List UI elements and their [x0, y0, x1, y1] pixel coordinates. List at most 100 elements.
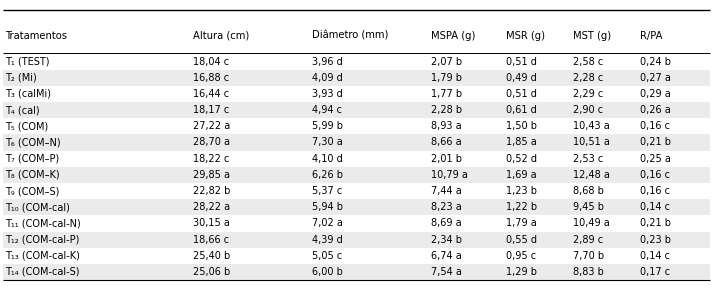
Text: 0,55 d: 0,55 d [506, 235, 536, 245]
Text: 0,21 b: 0,21 b [640, 138, 671, 148]
Text: T₉ (COM–S): T₉ (COM–S) [5, 186, 59, 196]
Text: 16,88 c: 16,88 c [193, 73, 230, 83]
Text: 1,50 b: 1,50 b [506, 121, 536, 131]
Text: 6,26 b: 6,26 b [312, 170, 343, 180]
Bar [3, 264, 710, 280]
Text: T₂ (Mi): T₂ (Mi) [5, 73, 37, 83]
Text: 7,54 a: 7,54 a [431, 267, 461, 277]
Text: 8,23 a: 8,23 a [431, 202, 461, 212]
Text: 25,06 b: 25,06 b [193, 267, 230, 277]
Text: 6,00 b: 6,00 b [312, 267, 343, 277]
Bar [3, 151, 710, 167]
Text: 4,10 d: 4,10 d [312, 154, 343, 164]
Bar [3, 167, 710, 183]
Text: 1,29 b: 1,29 b [506, 267, 536, 277]
Text: 18,66 c: 18,66 c [193, 235, 230, 245]
Text: 0,61 d: 0,61 d [506, 105, 536, 115]
Bar [3, 70, 710, 86]
Text: T₈ (COM–K): T₈ (COM–K) [5, 170, 60, 180]
Text: 0,52 d: 0,52 d [506, 154, 536, 164]
Text: 7,30 a: 7,30 a [312, 138, 343, 148]
Text: 0,26 a: 0,26 a [640, 105, 671, 115]
Text: R/PA: R/PA [640, 31, 663, 41]
Text: T₅ (COM): T₅ (COM) [5, 121, 48, 131]
Text: 2,53 c: 2,53 c [573, 154, 602, 164]
Text: T₁₁ (COM-cal-N): T₁₁ (COM-cal-N) [5, 218, 81, 228]
Text: 18,22 c: 18,22 c [193, 154, 230, 164]
Text: 27,22 a: 27,22 a [193, 121, 230, 131]
Text: 28,22 a: 28,22 a [193, 202, 230, 212]
Text: 0,27 a: 0,27 a [640, 73, 671, 83]
Text: 30,15 a: 30,15 a [193, 218, 230, 228]
Bar [3, 102, 710, 118]
Bar [3, 248, 710, 264]
Text: 2,58 c: 2,58 c [573, 56, 602, 67]
Bar [3, 199, 710, 215]
Text: 0,51 d: 0,51 d [506, 56, 536, 67]
Text: 18,04 c: 18,04 c [193, 56, 230, 67]
Text: MST (g): MST (g) [573, 31, 610, 41]
Text: Altura (cm): Altura (cm) [193, 31, 250, 41]
Text: 3,93 d: 3,93 d [312, 89, 343, 99]
Text: 0,16 c: 0,16 c [640, 121, 670, 131]
Text: 1,23 b: 1,23 b [506, 186, 536, 196]
Text: 0,16 c: 0,16 c [640, 170, 670, 180]
Bar [3, 53, 710, 70]
Text: 4,39 d: 4,39 d [312, 235, 343, 245]
Text: 2,89 c: 2,89 c [573, 235, 602, 245]
Bar [3, 232, 710, 248]
Text: 8,83 b: 8,83 b [573, 267, 603, 277]
Text: T₁₄ (COM-cal-S): T₁₄ (COM-cal-S) [5, 267, 79, 277]
Text: 16,44 c: 16,44 c [193, 89, 230, 99]
Text: 29,85 a: 29,85 a [193, 170, 230, 180]
Text: 12,48 a: 12,48 a [573, 170, 610, 180]
Text: T₁₂ (COM-cal-P): T₁₂ (COM-cal-P) [5, 235, 79, 245]
Text: 2,01 b: 2,01 b [431, 154, 461, 164]
Text: T₇ (COM–P): T₇ (COM–P) [5, 154, 59, 164]
Text: T₁₃ (COM-cal-K): T₁₃ (COM-cal-K) [5, 251, 80, 261]
Text: 10,79 a: 10,79 a [431, 170, 468, 180]
Text: 25,40 b: 25,40 b [193, 251, 230, 261]
Text: 8,93 a: 8,93 a [431, 121, 461, 131]
Text: 8,69 a: 8,69 a [431, 218, 461, 228]
Text: 9,45 b: 9,45 b [573, 202, 603, 212]
Text: 0,14 c: 0,14 c [640, 202, 670, 212]
Text: 10,43 a: 10,43 a [573, 121, 610, 131]
Text: 28,70 a: 28,70 a [193, 138, 230, 148]
Text: 0,21 b: 0,21 b [640, 218, 671, 228]
Bar [3, 134, 710, 151]
Text: T₁ (TEST): T₁ (TEST) [5, 56, 49, 67]
Bar [3, 86, 710, 102]
Text: 10,49 a: 10,49 a [573, 218, 610, 228]
Text: T₃ (calMi): T₃ (calMi) [5, 89, 51, 99]
Text: 1,22 b: 1,22 b [506, 202, 537, 212]
Text: 18,17 c: 18,17 c [193, 105, 230, 115]
Text: 2,90 c: 2,90 c [573, 105, 602, 115]
Text: 1,69 a: 1,69 a [506, 170, 536, 180]
Text: 6,74 a: 6,74 a [431, 251, 461, 261]
Text: 5,37 c: 5,37 c [312, 186, 342, 196]
Text: 3,96 d: 3,96 d [312, 56, 343, 67]
Text: 2,29 c: 2,29 c [573, 89, 602, 99]
Text: 0,95 c: 0,95 c [506, 251, 535, 261]
Bar [3, 183, 710, 199]
Text: T₆ (COM–N): T₆ (COM–N) [5, 138, 61, 148]
Text: 0,23 b: 0,23 b [640, 235, 671, 245]
Text: 1,79 a: 1,79 a [506, 218, 536, 228]
Text: 1,77 b: 1,77 b [431, 89, 462, 99]
Text: 8,68 b: 8,68 b [573, 186, 603, 196]
Text: Diâmetro (mm): Diâmetro (mm) [312, 31, 389, 41]
Text: 1,79 b: 1,79 b [431, 73, 461, 83]
Text: 0,51 d: 0,51 d [506, 89, 536, 99]
Text: MSPA (g): MSPA (g) [431, 31, 475, 41]
Text: T₁₀ (COM-cal): T₁₀ (COM-cal) [5, 202, 70, 212]
Text: T₄ (cal): T₄ (cal) [5, 105, 40, 115]
Text: Tratamentos: Tratamentos [5, 31, 67, 41]
Text: 0,25 a: 0,25 a [640, 154, 671, 164]
Text: 0,17 c: 0,17 c [640, 267, 670, 277]
Text: MSR (g): MSR (g) [506, 31, 545, 41]
Text: 0,49 d: 0,49 d [506, 73, 536, 83]
Text: 8,66 a: 8,66 a [431, 138, 461, 148]
Text: 5,99 b: 5,99 b [312, 121, 343, 131]
Text: 7,02 a: 7,02 a [312, 218, 343, 228]
